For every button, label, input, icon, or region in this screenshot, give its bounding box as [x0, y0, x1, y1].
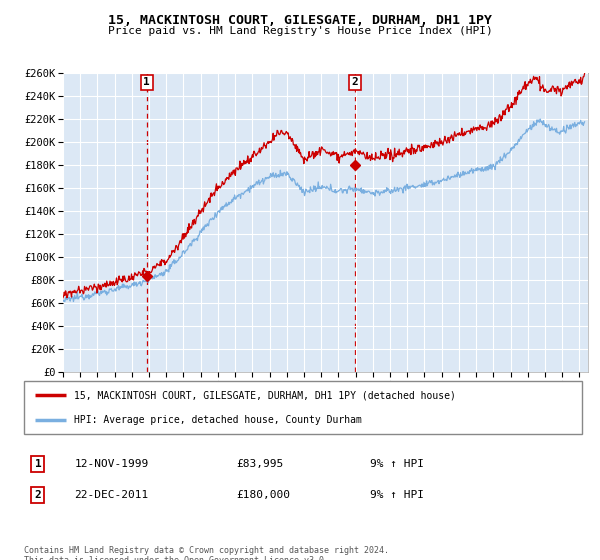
Text: Contains HM Land Registry data © Crown copyright and database right 2024.
This d: Contains HM Land Registry data © Crown c… — [24, 546, 389, 560]
Text: 22-DEC-2011: 22-DEC-2011 — [74, 491, 148, 500]
Text: £83,995: £83,995 — [236, 459, 283, 469]
Text: 9% ↑ HPI: 9% ↑ HPI — [370, 459, 424, 469]
Text: 9% ↑ HPI: 9% ↑ HPI — [370, 491, 424, 500]
Text: 1: 1 — [143, 77, 150, 87]
Text: 2: 2 — [352, 77, 358, 87]
Text: 12-NOV-1999: 12-NOV-1999 — [74, 459, 148, 469]
Text: 15, MACKINTOSH COURT, GILESGATE, DURHAM, DH1 1PY: 15, MACKINTOSH COURT, GILESGATE, DURHAM,… — [108, 14, 492, 27]
Text: £180,000: £180,000 — [236, 491, 290, 500]
Text: HPI: Average price, detached house, County Durham: HPI: Average price, detached house, Coun… — [74, 414, 362, 424]
Text: 15, MACKINTOSH COURT, GILESGATE, DURHAM, DH1 1PY (detached house): 15, MACKINTOSH COURT, GILESGATE, DURHAM,… — [74, 390, 456, 400]
Text: 1: 1 — [35, 459, 41, 469]
Text: Price paid vs. HM Land Registry's House Price Index (HPI): Price paid vs. HM Land Registry's House … — [107, 26, 493, 36]
Text: 2: 2 — [35, 491, 41, 500]
